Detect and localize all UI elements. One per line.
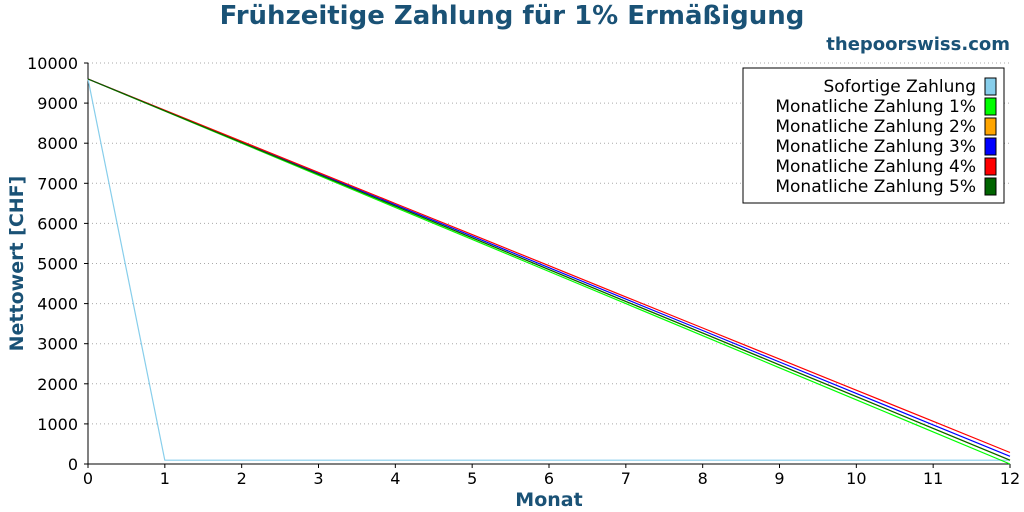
legend-label: Monatliche Zahlung 4% — [775, 157, 976, 177]
legend-swatch — [985, 138, 996, 155]
y-tick-label: 5000 — [37, 255, 78, 274]
legend-swatch — [985, 118, 996, 135]
x-tick-label: 0 — [83, 469, 93, 488]
legend-label: Monatliche Zahlung 1% — [775, 97, 976, 117]
legend-swatch — [985, 98, 996, 115]
x-tick-label: 6 — [544, 469, 554, 488]
x-tick-label: 2 — [237, 469, 247, 488]
x-tick-label: 9 — [774, 469, 784, 488]
x-tick-label: 7 — [621, 469, 631, 488]
y-tick-label: 4000 — [37, 295, 78, 314]
x-tick-label: 11 — [923, 469, 943, 488]
y-tick-label: 3000 — [37, 335, 78, 354]
legend-swatch — [985, 158, 996, 175]
y-tick-label: 9000 — [37, 94, 78, 113]
legend-label: Sofortige Zahlung — [823, 77, 976, 97]
y-tick-label: 0 — [68, 455, 78, 474]
y-tick-label: 10000 — [27, 54, 78, 73]
x-tick-label: 3 — [313, 469, 323, 488]
x-tick-label: 12 — [1000, 469, 1020, 488]
legend-swatch — [985, 78, 996, 95]
legend-label: Monatliche Zahlung 5% — [775, 177, 976, 197]
y-tick-label: 7000 — [37, 174, 78, 193]
x-tick-label: 5 — [467, 469, 477, 488]
x-tick-label: 8 — [698, 469, 708, 488]
x-tick-label: 10 — [846, 469, 866, 488]
x-axis-label: Monat — [515, 489, 582, 511]
legend-label: Monatliche Zahlung 3% — [775, 137, 976, 157]
y-tick-label: 2000 — [37, 375, 78, 394]
x-tick-label: 1 — [160, 469, 170, 488]
x-tick-label: 4 — [390, 469, 400, 488]
y-tick-label: 1000 — [37, 415, 78, 434]
legend-label: Monatliche Zahlung 2% — [775, 117, 976, 137]
y-tick-label: 6000 — [37, 214, 78, 233]
y-axis-label: Nettowert [CHF] — [6, 176, 28, 352]
y-tick-label: 8000 — [37, 134, 78, 153]
legend-swatch — [985, 178, 996, 195]
